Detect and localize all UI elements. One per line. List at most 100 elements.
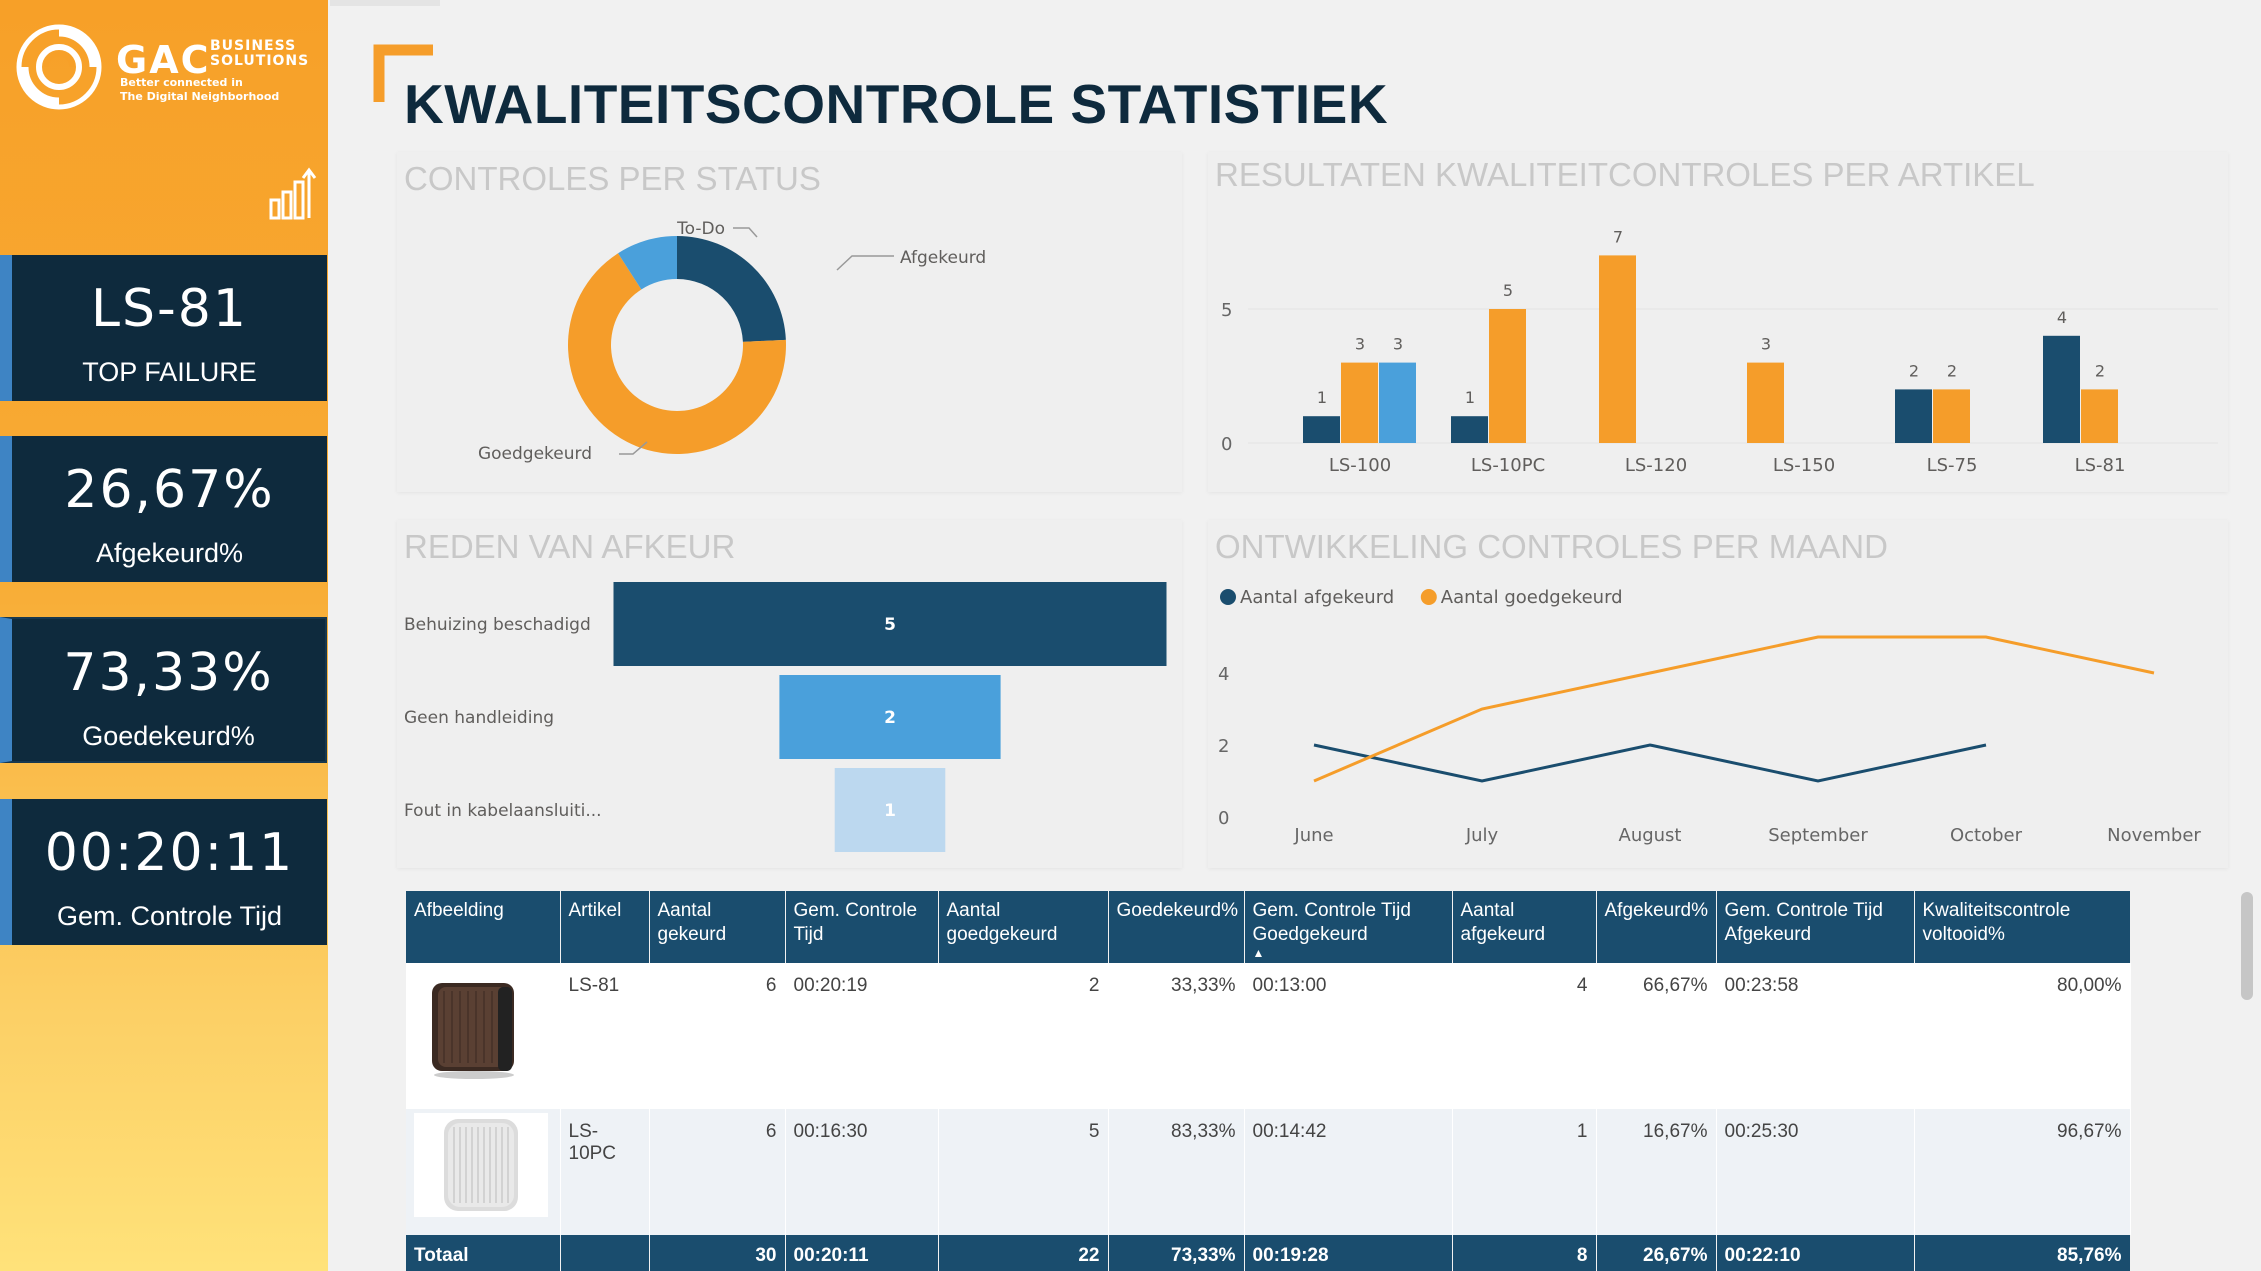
logo-name: GAC	[116, 38, 211, 82]
col-header-afgekeurd-pct[interactable]: Afgekeurd%	[1596, 891, 1717, 963]
bar-data-label: 3	[1761, 335, 1771, 354]
monthly-chart-title: ONTWIKKELING CONTROLES PER MAAND	[1215, 528, 1888, 565]
leader-line	[619, 441, 648, 455]
y-tick-label: 0	[1221, 434, 1232, 455]
bar-data-label: 1	[1317, 388, 1327, 407]
y-tick-label: 4	[1218, 664, 1229, 685]
kpi-gem-controle-tijd: 00:20:11 Gem. Controle Tijd	[0, 799, 327, 945]
sort-ascending-icon[interactable]: ▲	[1252, 946, 1265, 960]
image-cell	[406, 1109, 561, 1235]
legend-label: Aantal goedgekeurd	[1441, 587, 1623, 608]
bar-ls-120	[1599, 255, 1636, 443]
leader-line	[733, 227, 758, 238]
x-tick-label: LS-75	[1927, 455, 1978, 476]
speaker-white-image	[414, 1113, 548, 1217]
logo-subtitle: BUSINESS SOLUTIONS	[210, 38, 310, 69]
logo-tagline: Better connected in The Digital Neighborh…	[120, 76, 280, 103]
funnel-category-label: Fout in kabelaansluiti...	[404, 801, 602, 821]
col-header-aantal-afgekeurd[interactable]: Aantal afgekeurd	[1452, 891, 1597, 963]
bar-ls-81	[2081, 389, 2118, 443]
article-bar-chart[interactable]: 5 0 1 3 3 LS-100 1 5 LS-10PC 7 LS-120 3 LS-150 2 2 LS-7…	[1208, 152, 2228, 492]
table-row[interactable]: LS-10PC 6 00:16:30 5 83,33% 00:14:42 1 1…	[406, 1109, 2131, 1235]
status-chart-panel: CONTROLES PER STATUS Afgekeurd Goedgekeur…	[397, 152, 1182, 492]
col-header-artikel[interactable]: Artikel	[560, 891, 650, 963]
col-header-aantal-gekeurd[interactable]: Aantal gekeurd	[649, 891, 786, 963]
sidebar: GAC BUSINESS SOLUTIONS Better connected i…	[0, 0, 328, 1271]
funnel-category-label: Geen handleiding	[404, 708, 554, 728]
x-tick-label: LS-120	[1625, 455, 1687, 476]
donut-label: Goedgekeurd	[478, 444, 592, 464]
article-chart-title: RESULTATEN KWALITEITCONTROLES PER ARTIKE…	[1215, 156, 2035, 193]
bar-data-label: 1	[1465, 388, 1475, 407]
total-label: Totaal	[406, 1235, 561, 1271]
bar-chart-trend-icon[interactable]	[268, 166, 318, 222]
page-title: KWALITEITSCONTROLE STATISTIEK	[404, 73, 1389, 135]
col-header-afbeelding[interactable]: Afbeelding	[406, 891, 561, 963]
quality-table: Afbeelding Artikel Aantal gekeurd Gem. C…	[406, 891, 2131, 1271]
leader-line	[836, 255, 894, 271]
top-tab-indicator	[330, 0, 440, 6]
col-header-gem-controle-tijd[interactable]: Gem. Controle Tijd	[785, 891, 939, 963]
reason-funnel-chart[interactable]: 5 Behuizing beschadigd 2 Geen handleiding 1 F…	[397, 520, 1182, 868]
y-tick-label: 5	[1221, 300, 1232, 321]
x-tick-label: July	[1465, 825, 1499, 846]
col-header-gem-tijd-goedgekeurd[interactable]: Gem. Controle Tijd Goedgekeurd ▲	[1244, 891, 1453, 963]
reason-chart-title: REDEN VAN AFKEUR	[404, 528, 736, 565]
col-header-aantal-goedgekeurd[interactable]: Aantal goedgekeurd	[938, 891, 1109, 963]
y-tick-label: 0	[1218, 808, 1229, 829]
funnel-value: 2	[884, 708, 896, 728]
table-row[interactable]: LS-81 6 00:20:19 2 33,33% 00:13:00 4 66,…	[406, 963, 2131, 1109]
x-tick-label: June	[1293, 825, 1333, 846]
funnel-bar	[834, 768, 946, 852]
series-line	[1313, 743, 1987, 783]
monthly-line-chart[interactable]: Aantal afgekeurd Aantal goedgekeurd 4 2 0 Jun…	[1208, 520, 2228, 868]
company-logo: GAC BUSINESS SOLUTIONS Better connected i…	[14, 20, 314, 120]
kpi-value: LS-81	[91, 279, 248, 339]
artikel-cell: LS-10PC	[560, 1109, 650, 1235]
bar-ls-150	[1747, 362, 1784, 443]
donut-label: To-Do	[676, 219, 725, 239]
bar-data-label: 2	[1909, 361, 1919, 380]
legend-marker	[1420, 589, 1437, 605]
bar-data-label: 3	[1393, 335, 1403, 354]
col-header-voltooid-pct[interactable]: Kwaliteitscontrole voltooid%	[1914, 891, 2131, 963]
bar-data-label: 4	[2057, 308, 2067, 327]
donut-slice-goedgekeurd	[567, 253, 786, 454]
kpi-afgekeurd-pct: 26,67% Afgekeurd%	[0, 436, 327, 582]
x-tick-label: LS-150	[1773, 455, 1835, 476]
title-accent-bracket	[373, 44, 433, 102]
kpi-top-failure: LS-81 TOP FAILURE	[0, 255, 327, 401]
bar-ls-10pc	[1489, 309, 1526, 443]
legend-label: Aantal afgekeurd	[1240, 587, 1394, 608]
kpi-label: TOP FAILURE	[82, 357, 257, 387]
bar-ls-81	[2043, 335, 2080, 443]
status-donut-chart[interactable]: Afgekeurd Goedgekeurd To-Do	[397, 152, 1182, 492]
bar-data-label: 2	[2095, 361, 2105, 380]
col-header-gem-tijd-afgekeurd[interactable]: Gem. Controle Tijd Afgekeurd	[1716, 891, 1915, 963]
funnel-value: 1	[884, 801, 896, 821]
monthly-chart-panel: ONTWIKKELING CONTROLES PER MAAND Aantal …	[1208, 520, 2228, 868]
bar-data-label: 2	[1947, 361, 1957, 380]
donut-slice-afgekeurd	[677, 236, 786, 342]
x-tick-label: LS-81	[2075, 455, 2126, 476]
col-header-goedgekeurd-pct[interactable]: Goedekeurd%	[1108, 891, 1245, 963]
kpi-label: Afgekeurd%	[95, 538, 244, 568]
kpi-value: 00:20:11	[44, 823, 295, 883]
kpi-label: Goedekeurd%	[82, 721, 255, 751]
bar-ls-100	[1341, 362, 1378, 443]
table-total-row: Totaal 30 00:20:11 22 73,33% 00:19:28 8 …	[406, 1235, 2131, 1271]
table-header-row: Afbeelding Artikel Aantal gekeurd Gem. C…	[406, 891, 2131, 963]
article-chart-panel: RESULTATEN KWALITEITCONTROLES PER ARTIKE…	[1208, 152, 2228, 492]
kpi-value: 73,33%	[63, 643, 274, 703]
funnel-value: 5	[884, 615, 896, 635]
x-tick-label: October	[1950, 825, 2023, 846]
speaker-dark-image	[432, 983, 514, 1079]
reason-chart-panel: REDEN VAN AFKEUR 5 Behuizing beschadigd 2 G…	[397, 520, 1182, 868]
x-tick-label: September	[1768, 825, 1868, 846]
donut-slice-to-do	[618, 236, 677, 290]
x-tick-label: August	[1619, 825, 1682, 846]
table-scrollbar[interactable]	[2241, 892, 2253, 1000]
bar-ls-10pc	[1451, 416, 1488, 443]
legend-marker	[1220, 589, 1236, 605]
artikel-cell: LS-81	[560, 963, 650, 1109]
